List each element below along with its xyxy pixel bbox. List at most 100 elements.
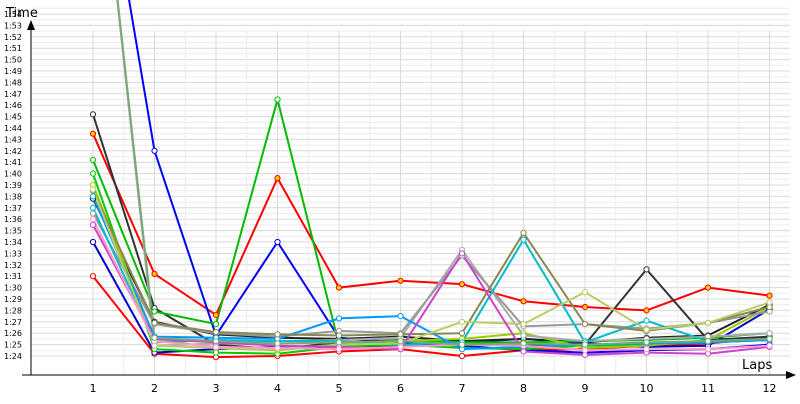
- data-point: [151, 319, 158, 327]
- data-point: [89, 221, 97, 228]
- y-tick-label: 1:41: [4, 158, 22, 167]
- axes: Time Laps: [5, 6, 796, 379]
- data-point: [458, 330, 466, 337]
- y-tick-label: 1:42: [4, 147, 22, 156]
- series-points: [89, 96, 773, 361]
- data-point: [151, 147, 158, 154]
- data-point: [274, 331, 281, 338]
- data-point: [520, 340, 527, 347]
- data-point: [212, 328, 220, 336]
- x-tick-label: 1: [90, 382, 97, 395]
- y-tick-label: 1:47: [4, 90, 22, 99]
- data-point: [89, 238, 97, 246]
- grid: [31, 7, 790, 375]
- data-point: [397, 338, 404, 345]
- y-tick-label: 1:26: [4, 329, 22, 338]
- x-tick-label: 2: [151, 382, 158, 395]
- y-tick-label: 1:49: [4, 67, 22, 76]
- y-tick-label: 1:35: [4, 227, 22, 236]
- y-tick-label: 1:30: [4, 284, 22, 293]
- y-tick-label: 1:29: [4, 295, 22, 304]
- y-tick-label: 1:39: [4, 181, 22, 190]
- data-point: [151, 334, 158, 341]
- data-point: [89, 216, 97, 223]
- data-point: [458, 352, 466, 360]
- data-point: [212, 311, 220, 319]
- data-point: [212, 320, 220, 328]
- y-tick-label: 1:27: [4, 318, 22, 327]
- data-point: [89, 186, 97, 193]
- data-point: [151, 270, 158, 278]
- data-point: [212, 338, 220, 345]
- series-line: [92, 133, 770, 316]
- series-line: [116, 0, 770, 346]
- y-tick-label: 1:48: [4, 78, 22, 87]
- data-point: [766, 299, 773, 306]
- y-axis-title: Time: [5, 6, 38, 21]
- data-point: [643, 317, 650, 324]
- data-point: [643, 307, 650, 314]
- y-tick-label: 1:37: [4, 204, 22, 213]
- y-tick-label: 1:32: [4, 261, 22, 270]
- data-point: [581, 303, 589, 311]
- series-line: [92, 189, 770, 351]
- y-tick-label: 1:28: [4, 306, 22, 315]
- data-point: [766, 335, 773, 342]
- series-line: [92, 218, 770, 352]
- data-point: [458, 250, 466, 257]
- y-tick-label: 1:36: [4, 215, 22, 224]
- data-point: [643, 266, 650, 273]
- data-point: [766, 330, 773, 337]
- series-line: [92, 224, 770, 356]
- data-point: [89, 130, 97, 137]
- data-point: [89, 204, 97, 211]
- data-point: [520, 320, 527, 328]
- data-point: [335, 315, 343, 322]
- data-point: [704, 319, 712, 327]
- data-point: [335, 339, 343, 346]
- y-tick-label: 1:54: [4, 10, 22, 19]
- data-point: [274, 340, 281, 347]
- data-point: [581, 347, 589, 354]
- data-point: [458, 318, 466, 325]
- data-point: [581, 320, 589, 328]
- y-axis-arrow-icon: [27, 20, 35, 30]
- y-tick-label: 1:33: [4, 249, 22, 258]
- data-point: [704, 346, 712, 353]
- data-point: [704, 338, 712, 345]
- data-point: [643, 339, 650, 346]
- x-tick-label: 8: [520, 382, 527, 395]
- data-point: [643, 326, 650, 333]
- y-tick-label: 1:34: [4, 238, 22, 247]
- data-point: [274, 238, 281, 246]
- data-point: [335, 346, 343, 353]
- data-point: [520, 229, 527, 236]
- data-point: [520, 236, 527, 243]
- data-point: [335, 284, 343, 291]
- x-tick-label: 12: [763, 382, 777, 395]
- y-tick-label: 1:52: [4, 33, 22, 42]
- y-tick-label: 1:43: [4, 135, 22, 144]
- x-tick-label: 9: [582, 382, 589, 395]
- data-point: [151, 308, 158, 315]
- data-point: [766, 342, 773, 349]
- data-point: [458, 341, 466, 348]
- data-point: [89, 193, 97, 200]
- data-point: [397, 331, 404, 338]
- data-point: [89, 156, 97, 164]
- data-point: [643, 346, 650, 353]
- y-tick-label: 1:40: [4, 170, 22, 179]
- data-point: [766, 292, 773, 299]
- data-point: [581, 289, 589, 296]
- data-point: [520, 298, 527, 305]
- x-tick-label: 10: [640, 382, 654, 395]
- data-point: [274, 96, 281, 103]
- y-tick-label: 1:51: [4, 44, 22, 53]
- y-tick-label: 1:50: [4, 56, 22, 65]
- x-tick-label: 4: [274, 382, 281, 395]
- x-tick-label: 3: [213, 382, 220, 395]
- data-point: [397, 313, 404, 320]
- data-point: [274, 175, 281, 182]
- y-tick-label: 1:45: [4, 113, 22, 122]
